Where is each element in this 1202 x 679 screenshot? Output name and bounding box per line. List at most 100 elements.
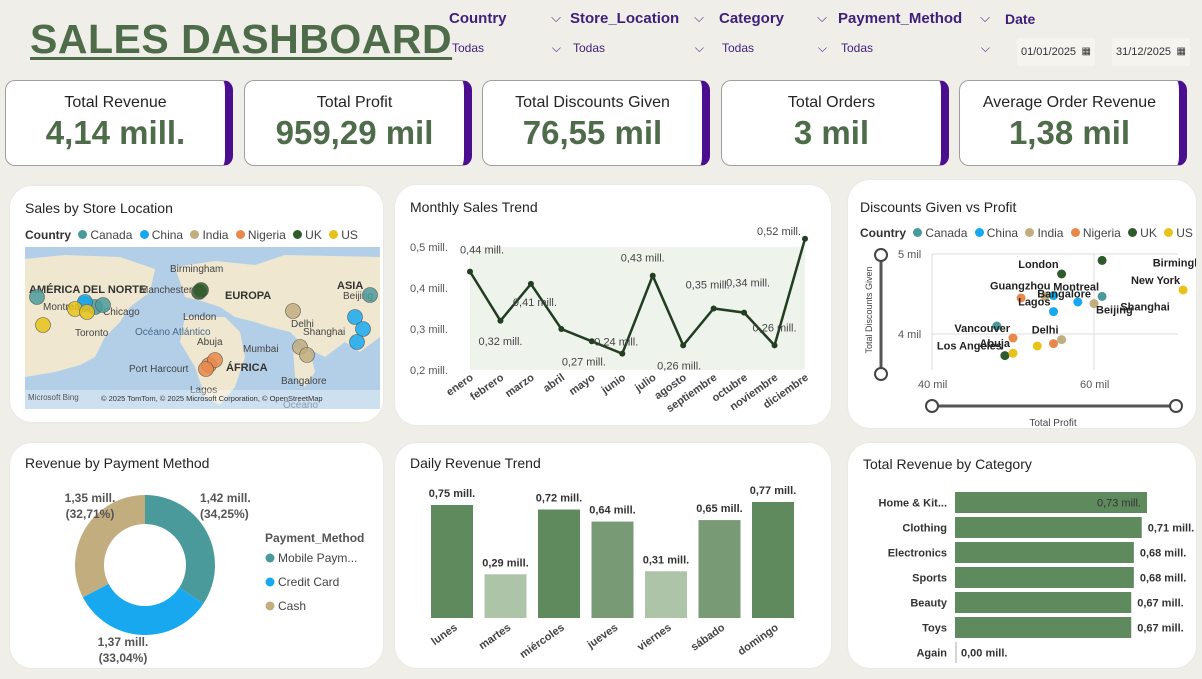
bar[interactable]	[955, 617, 1132, 638]
map-location-marker[interactable]	[362, 287, 378, 303]
payment-method-dropdown[interactable]: Todas ⌵	[838, 38, 990, 58]
store-location-dropdown[interactable]: Todas ⌵	[570, 38, 704, 58]
scatter-point[interactable]	[992, 321, 1002, 331]
donut-slice[interactable]	[75, 495, 145, 598]
bar[interactable]	[538, 509, 580, 618]
scatter-point[interactable]	[1016, 293, 1026, 303]
bar[interactable]	[955, 567, 1134, 588]
legend-item[interactable]: Nigeria	[1070, 226, 1121, 240]
scatter-point[interactable]	[1040, 291, 1050, 301]
legend-item[interactable]: US	[329, 228, 358, 242]
map-location-marker[interactable]	[355, 321, 371, 337]
scatter-point[interactable]	[1000, 351, 1010, 361]
bar[interactable]	[431, 505, 473, 618]
payment-method-slicer[interactable]: Payment_Method ⌵ Todas ⌵	[838, 8, 990, 55]
scatter-point[interactable]	[1097, 255, 1107, 265]
legend-item[interactable]: UK	[293, 228, 322, 242]
map-location-marker[interactable]	[95, 297, 111, 313]
map-location-marker[interactable]	[198, 361, 214, 377]
data-point[interactable]	[497, 317, 504, 324]
legend-item[interactable]: India	[190, 228, 228, 242]
country-slicer[interactable]: Country ⌵ Todas ⌵	[449, 8, 561, 55]
calendar-icon[interactable]: ▦	[1081, 46, 1091, 57]
data-point[interactable]	[558, 326, 565, 332]
date-end-input[interactable]: 31/12/2025 ▦	[1112, 38, 1190, 66]
legend-item[interactable]: Canada	[913, 226, 967, 240]
y-slider-handle[interactable]	[874, 367, 888, 381]
data-point[interactable]	[710, 305, 717, 312]
data-point[interactable]	[619, 350, 626, 357]
scatter-point[interactable]	[1032, 341, 1042, 351]
donut-slice[interactable]	[82, 583, 204, 635]
y-slider-handle[interactable]	[874, 248, 888, 262]
data-point[interactable]	[741, 309, 748, 316]
bar[interactable]	[955, 592, 1132, 613]
legend-marker[interactable]	[265, 553, 275, 563]
data-point[interactable]	[771, 342, 778, 349]
scatter-point[interactable]	[1178, 285, 1188, 295]
scatter-point[interactable]	[1057, 335, 1067, 345]
scatter-point[interactable]	[1008, 348, 1018, 358]
chevron-down-icon[interactable]: ⌵	[694, 41, 704, 55]
chevron-down-icon[interactable]: ⌵	[817, 10, 827, 25]
chevron-down-icon[interactable]: ⌵	[551, 10, 561, 25]
chevron-down-icon[interactable]: ⌵	[551, 41, 561, 55]
chevron-down-icon[interactable]: ⌵	[980, 41, 990, 55]
scatter-point[interactable]	[1089, 299, 1099, 309]
donut-chart[interactable]: 1,42 mill. (34,25%) 1,37 mill. (33,04%) 1,35…	[10, 443, 383, 668]
legend-item[interactable]: US	[1164, 226, 1193, 240]
scatter-point[interactable]	[1057, 269, 1067, 279]
map-location-marker[interactable]	[79, 304, 95, 320]
scatter-point[interactable]	[1073, 297, 1083, 307]
data-point[interactable]	[649, 272, 656, 279]
map-location-marker[interactable]	[35, 317, 51, 333]
category-slicer[interactable]: Category ⌵ Todas ⌵	[719, 8, 827, 55]
map-location-marker[interactable]	[29, 289, 45, 305]
date-start-input[interactable]: 01/01/2025 ▦	[1017, 38, 1095, 66]
chevron-down-icon[interactable]: ⌵	[980, 10, 990, 25]
bar[interactable]	[645, 571, 687, 618]
x-slider-handle[interactable]	[925, 399, 939, 413]
bar[interactable]	[698, 520, 741, 618]
x-slider-handle[interactable]	[1169, 399, 1183, 413]
legend-item[interactable]: China	[139, 228, 183, 242]
calendar-icon[interactable]: ▦	[1176, 46, 1186, 57]
bar[interactable]	[955, 517, 1142, 538]
scatter-point[interactable]	[1049, 307, 1058, 317]
data-point[interactable]	[802, 235, 808, 242]
chevron-down-icon[interactable]: ⌵	[817, 41, 827, 55]
data-point[interactable]	[680, 342, 687, 349]
data-point[interactable]	[467, 268, 473, 275]
map-location-marker[interactable]	[285, 303, 301, 319]
legend-item[interactable]: Nigeria	[235, 228, 286, 242]
category-bar-chart[interactable]: Home & Kit... 0,73 mill. Clothing 0,71 mill…	[848, 443, 1196, 668]
data-point[interactable]	[527, 280, 534, 287]
scatter-point[interactable]	[1049, 339, 1058, 349]
scatter-point[interactable]	[1049, 291, 1058, 301]
scatter-point[interactable]	[1008, 333, 1018, 343]
map-location-marker[interactable]	[349, 334, 365, 350]
bar[interactable]	[955, 542, 1134, 563]
map-location-marker[interactable]	[193, 282, 209, 298]
chevron-down-icon[interactable]: ⌵	[694, 10, 704, 25]
legend-marker[interactable]	[265, 601, 275, 611]
legend-item[interactable]: China	[974, 226, 1018, 240]
donut-slice[interactable]	[145, 495, 215, 604]
data-point[interactable]	[588, 338, 595, 345]
map-location-marker[interactable]	[299, 347, 315, 363]
map-location-marker[interactable]	[347, 309, 363, 325]
bar[interactable]	[752, 502, 794, 618]
bar[interactable]	[955, 492, 1147, 513]
country-dropdown[interactable]: Todas ⌵	[449, 38, 561, 58]
legend-item[interactable]: Credit Card	[278, 575, 339, 589]
category-dropdown[interactable]: Todas ⌵	[719, 38, 827, 58]
legend-item[interactable]: Mobile Paym...	[278, 551, 357, 565]
monthly-line-chart[interactable]: 0,2 mill. 0,3 mill. 0,4 mill. 0,5 mill. 0,44…	[395, 185, 831, 425]
bar[interactable]	[484, 574, 527, 618]
bar[interactable]	[591, 521, 634, 618]
daily-bar-chart[interactable]: 0,75 mill. lunes 0,29 mill. martes 0,72 mill…	[395, 443, 831, 668]
legend-marker[interactable]	[265, 577, 275, 587]
legend-item[interactable]: India	[1025, 226, 1063, 240]
store-location-slicer[interactable]: Store_Location ⌵ Todas ⌵	[570, 8, 704, 55]
scatter-point[interactable]	[1097, 291, 1107, 301]
